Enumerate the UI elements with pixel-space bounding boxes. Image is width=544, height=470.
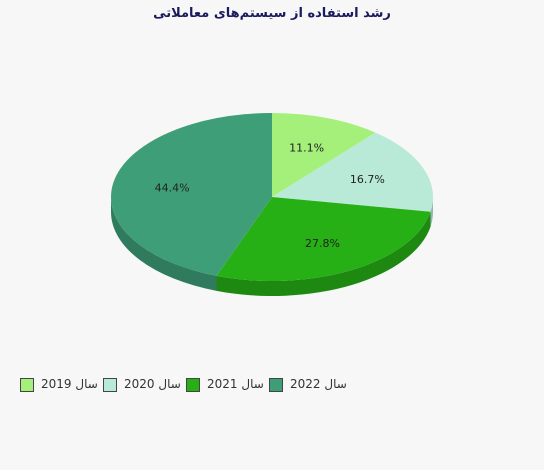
pie-slice-side: [216, 211, 431, 296]
pie-slice-side: [430, 197, 433, 227]
legend-swatch: [186, 378, 200, 392]
pie-slice-label: 27.8%: [305, 237, 340, 250]
pie-slice[interactable]: [272, 132, 434, 212]
pie-data-labels: 11.1% 16.7% 27.8% 44.4%: [155, 141, 385, 250]
legend-label: سال 2019: [41, 377, 98, 391]
legend-swatch: [103, 378, 117, 392]
pie-slice-label: 44.4%: [155, 182, 190, 195]
pie-slice[interactable]: [110, 113, 272, 276]
legend-label: سال 2020: [124, 377, 181, 391]
pie-slice-label: 11.1%: [289, 141, 324, 154]
legend-label: سال 2022: [290, 377, 347, 391]
pie-slice-side: [110, 197, 217, 291]
legend-label: سال 2021: [207, 377, 264, 391]
legend-swatch: [20, 378, 34, 392]
pie-slice-label: 16.7%: [350, 173, 385, 186]
legend-swatch: [269, 378, 283, 392]
pie-slice[interactable]: [272, 113, 376, 197]
pie-side-walls: [110, 197, 433, 296]
pie-slice[interactable]: [216, 197, 431, 281]
chart-title: رشد استفاده از سیستم‌های معاملاتی: [153, 6, 391, 21]
pie-slices: [110, 113, 434, 281]
